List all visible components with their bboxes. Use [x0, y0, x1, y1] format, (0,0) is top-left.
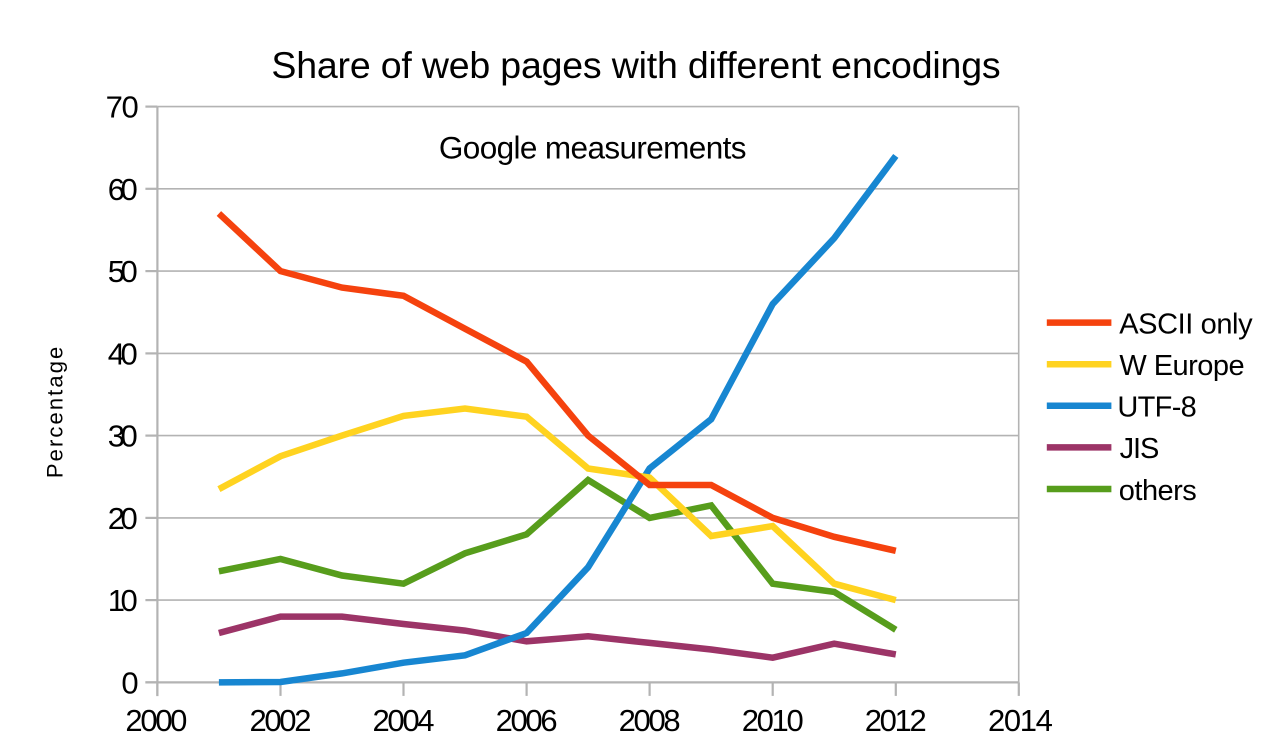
svg-text:2000: 2000: [125, 703, 187, 738]
svg-text:2004: 2004: [373, 703, 435, 738]
svg-text:Percentage: Percentage: [43, 347, 68, 478]
svg-text:10: 10: [108, 583, 138, 618]
svg-text:0: 0: [121, 665, 138, 700]
svg-text:40: 40: [108, 336, 138, 371]
svg-text:50: 50: [108, 254, 138, 289]
svg-text:2012: 2012: [865, 703, 927, 738]
svg-text:W Europe: W Europe: [1119, 350, 1244, 382]
svg-text:2008: 2008: [619, 703, 681, 738]
svg-text:Google measurements: Google measurements: [439, 130, 747, 166]
svg-text:JIS: JIS: [1120, 433, 1160, 465]
svg-text:20: 20: [108, 501, 138, 536]
svg-text:2010: 2010: [742, 703, 804, 738]
svg-text:2006: 2006: [496, 703, 558, 738]
svg-text:30: 30: [108, 419, 138, 454]
svg-text:2014: 2014: [988, 703, 1053, 738]
svg-text:Share of web pages with differ: Share of web pages with different encodi…: [271, 44, 1000, 86]
svg-text:70: 70: [106, 90, 139, 125]
svg-text:UTF-8: UTF-8: [1117, 392, 1196, 424]
svg-text:60: 60: [108, 172, 138, 207]
svg-text:ASCII only: ASCII only: [1119, 308, 1253, 340]
svg-text:2002: 2002: [249, 703, 311, 738]
svg-text:others: others: [1119, 475, 1197, 507]
